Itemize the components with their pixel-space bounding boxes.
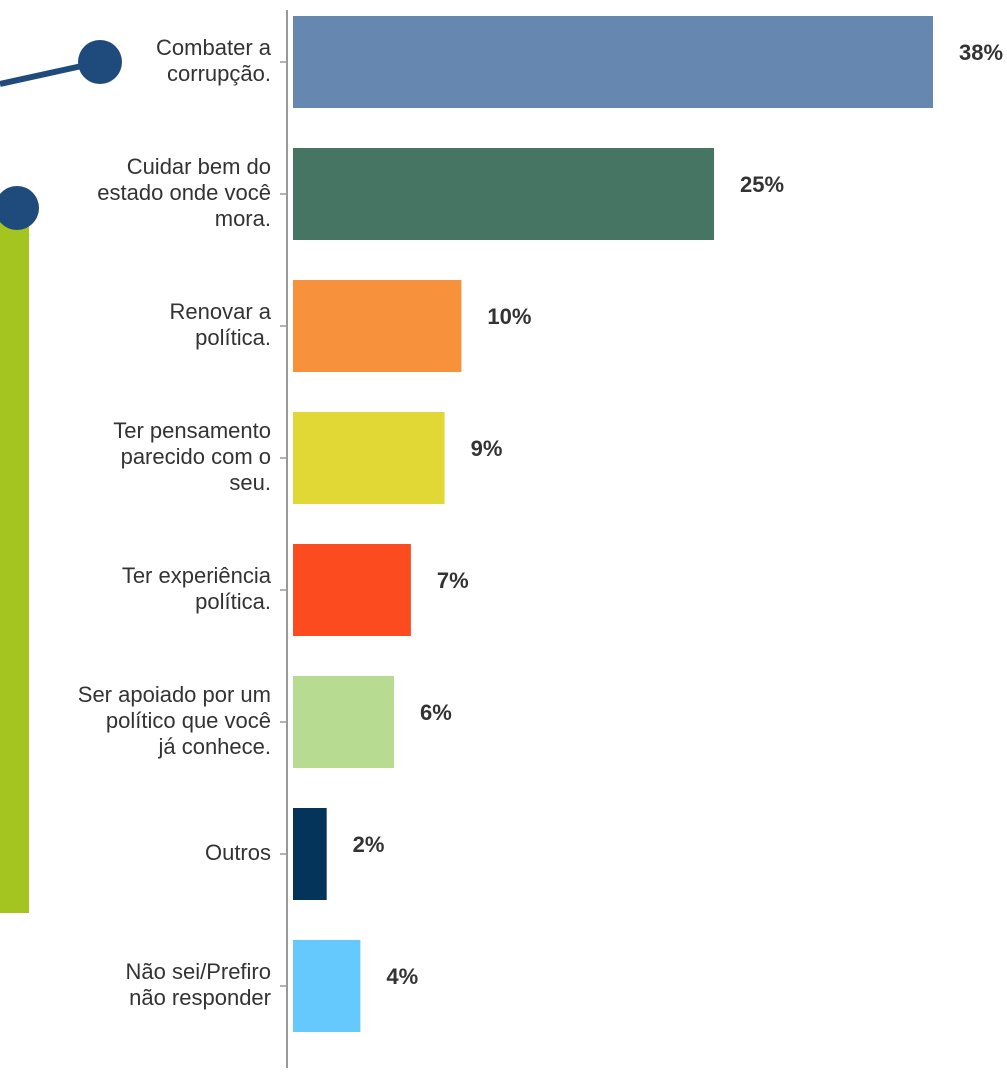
bar [293,544,411,636]
bar [293,412,445,504]
category-label: Combater a corrupção. [156,35,272,86]
bars-layer [293,16,933,1032]
value-label: 38% [959,40,1003,65]
value-label: 2% [353,832,385,857]
value-label: 7% [437,568,469,593]
bar [293,16,933,108]
value-label: 25% [740,172,784,197]
category-label: Ter pensamento parecido com o seu. [113,418,271,495]
value-label: 10% [487,304,531,329]
category-label: Cuidar bem do estado onde você mora. [97,154,271,231]
ticks-layer [280,61,287,987]
value-label: 4% [386,964,418,989]
value-label: 9% [471,436,503,461]
value-labels: 38% 25% 10% 9% 7% 6% 2% 4% [353,40,1003,989]
connector-dot [0,186,39,230]
side-accent-bar [0,210,29,913]
bar [293,148,715,240]
category-labels: Combater a corrupção. Cuidar bem do estado … [78,35,272,1010]
category-label: Renovar a política. [169,299,271,350]
bar [293,280,462,372]
bar [293,940,361,1032]
value-label: 6% [420,700,452,725]
category-label: Outros [205,840,271,865]
connector-dot [78,40,122,84]
bar [293,808,327,900]
category-label: Ser apoiado por um político que você já co… [78,682,271,759]
category-label: Não sei/Prefiro não responder [125,959,271,1010]
category-label: Ter experiência política. [122,563,272,614]
bar [293,676,395,768]
